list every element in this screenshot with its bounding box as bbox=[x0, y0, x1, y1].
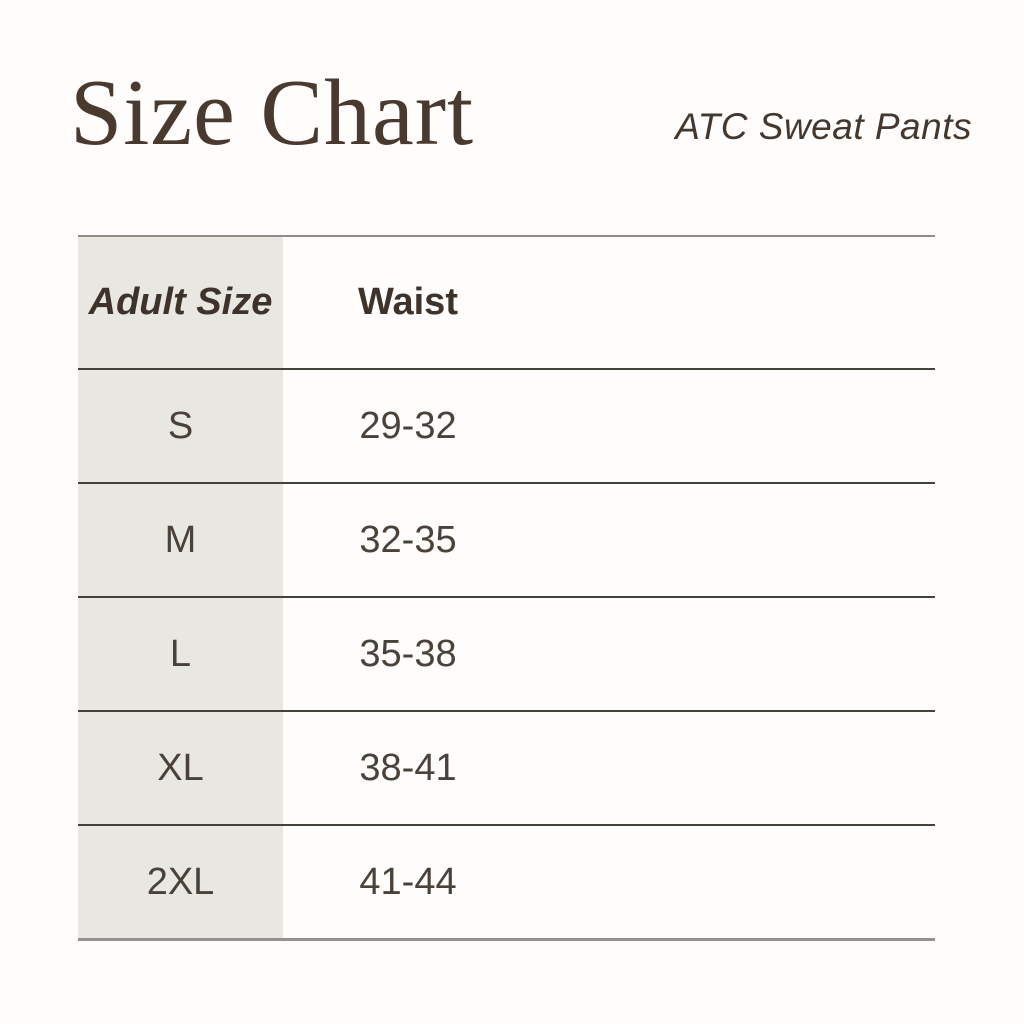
waist-cell: 41-44 bbox=[359, 860, 457, 903]
size-cell: S bbox=[78, 370, 283, 482]
waist-cell-container: 29-32 bbox=[283, 370, 935, 482]
size-cell: XL bbox=[78, 712, 283, 824]
waist-cell-container: 32-35 bbox=[283, 484, 935, 596]
waist-cell: 32-35 bbox=[359, 518, 457, 561]
waist-cell-container: 35-38 bbox=[283, 598, 935, 710]
table-header-row: Adult Size Waist bbox=[78, 237, 935, 368]
size-cell: M bbox=[78, 484, 283, 596]
waist-cell: 35-38 bbox=[359, 632, 457, 675]
table-row: L 35-38 bbox=[78, 596, 935, 710]
waist-cell: 38-41 bbox=[359, 746, 457, 789]
table-row: M 32-35 bbox=[78, 482, 935, 596]
column-header-waist: Waist bbox=[358, 281, 458, 323]
waist-cell-container: 38-41 bbox=[283, 712, 935, 824]
size-cell: 2XL bbox=[78, 826, 283, 938]
page-title: Size Chart bbox=[70, 61, 475, 165]
size-cell: L bbox=[78, 598, 283, 710]
table-row: 2XL 41-44 bbox=[78, 824, 935, 938]
product-name: ATC Sweat Pants bbox=[675, 106, 972, 147]
column-header-adult-size: Adult Size bbox=[78, 237, 283, 368]
table-row: XL 38-41 bbox=[78, 710, 935, 824]
waist-cell: 29-32 bbox=[359, 404, 457, 447]
table-row: S 29-32 bbox=[78, 368, 935, 482]
waist-cell-container: 41-44 bbox=[283, 826, 935, 938]
size-table: Adult Size Waist S 29-32 M 32-35 L 35-38… bbox=[78, 235, 935, 941]
column-header-waist-cell: Waist bbox=[283, 237, 935, 368]
